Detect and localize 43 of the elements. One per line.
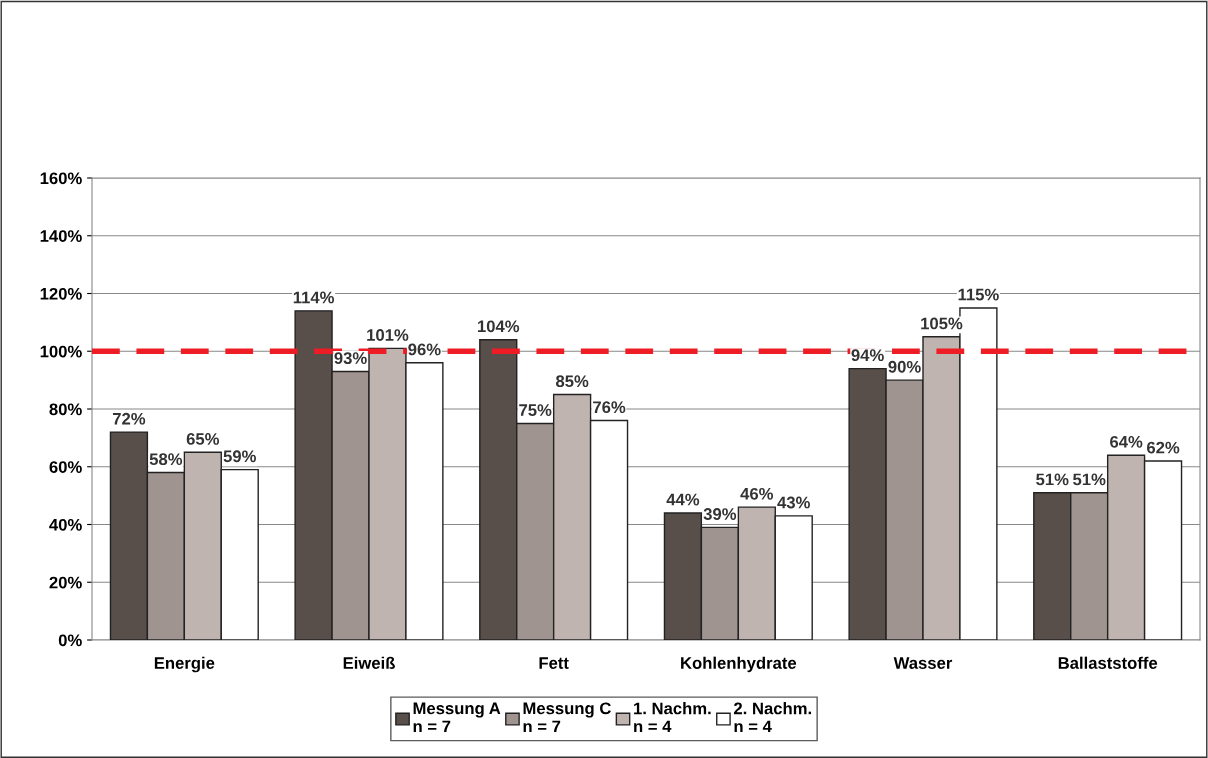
text: 46% bbox=[740, 487, 774, 500]
x-tick-label: Energie bbox=[154, 656, 215, 673]
text: 75% bbox=[519, 404, 552, 416]
text: 76% bbox=[593, 401, 626, 414]
text: 114% bbox=[293, 291, 335, 304]
legend-label: 2. Nachm. n = 4 bbox=[733, 702, 811, 733]
text: 65% bbox=[186, 433, 220, 445]
legend-label: 1. Nachm. n = 4 bbox=[634, 702, 711, 733]
legend-label: Messung A n = 7 bbox=[413, 702, 501, 733]
text: 43% bbox=[777, 496, 810, 509]
text: 93% bbox=[334, 352, 367, 365]
text: 51% bbox=[1036, 473, 1069, 486]
y-tick-label: 40% bbox=[49, 518, 82, 531]
text: 104% bbox=[478, 320, 520, 333]
y-tick-label: 80% bbox=[49, 403, 82, 416]
y-tick-label: 120% bbox=[40, 287, 82, 300]
y-tick-label: 140% bbox=[40, 230, 82, 242]
y-tick-label: 160% bbox=[40, 172, 82, 185]
text: 115% bbox=[958, 288, 999, 301]
y-tick-label: 100% bbox=[40, 345, 82, 358]
text: 105% bbox=[921, 317, 963, 330]
y-tick-label: 0% bbox=[58, 634, 82, 647]
text: 90% bbox=[888, 360, 921, 373]
y-tick-label: 20% bbox=[49, 576, 82, 589]
legend-label: Messung C n = 7 bbox=[523, 702, 611, 733]
text: 94% bbox=[851, 349, 884, 362]
text: 64% bbox=[1110, 435, 1143, 448]
text: 85% bbox=[555, 375, 589, 388]
y-tick-label: 60% bbox=[49, 461, 82, 473]
x-tick-label: Kohlenhydrate bbox=[681, 656, 797, 673]
x-tick-label: Wasser bbox=[893, 657, 953, 669]
text: 51% bbox=[1073, 473, 1106, 486]
text: 72% bbox=[112, 412, 146, 425]
text: 39% bbox=[703, 508, 737, 520]
x-tick-label: Eiweiß bbox=[343, 656, 395, 669]
text: 44% bbox=[666, 493, 700, 506]
text: 59% bbox=[223, 450, 256, 463]
text: 58% bbox=[149, 453, 183, 466]
x-tick-label: Ballaststoffe bbox=[1058, 656, 1158, 669]
text: 96% bbox=[408, 343, 441, 356]
text: 101% bbox=[367, 329, 409, 341]
x-tick-label: Fett bbox=[539, 657, 569, 669]
text: 62% bbox=[1147, 441, 1180, 454]
